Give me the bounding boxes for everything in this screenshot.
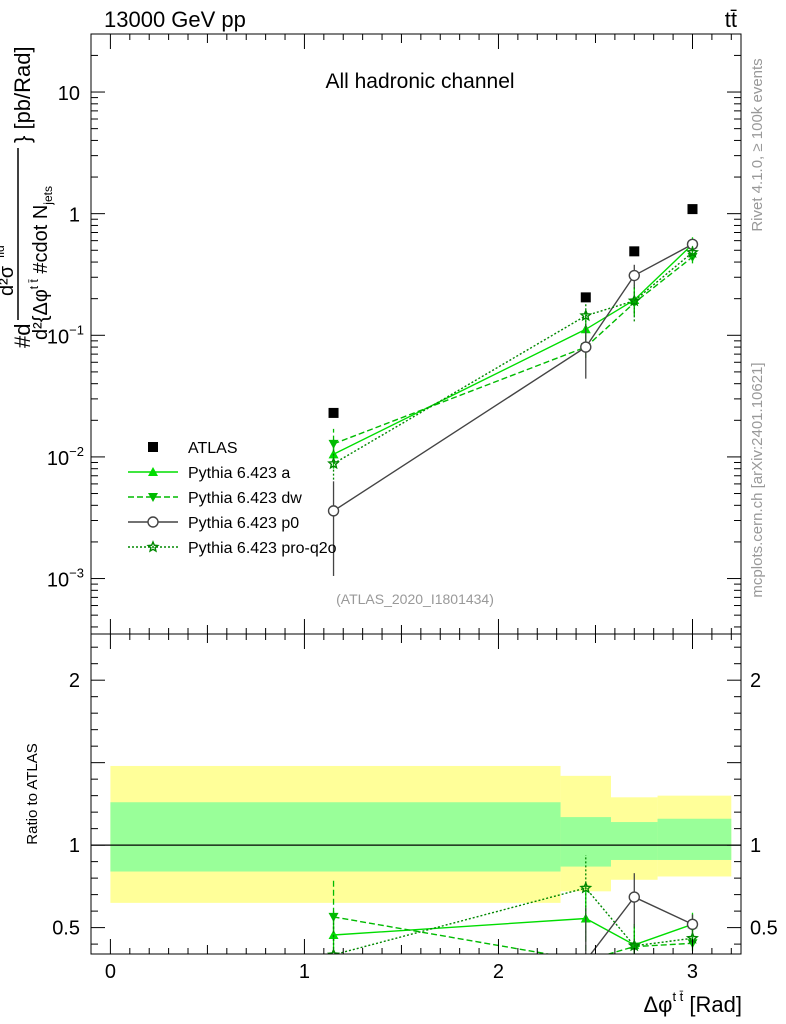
main-ytick-label: 1 — [69, 205, 80, 227]
ratio-ylabel: Ratio to ATLAS — [24, 743, 41, 844]
legend-entry-p0: Pythia 6.423 p0 — [128, 515, 299, 532]
ratio-point-p0 — [581, 956, 591, 966]
point-pro_q2o — [327, 456, 340, 470]
ratio-point-pro_q2o — [579, 881, 593, 894]
xtick-label: 0 — [105, 961, 116, 983]
ratio-band-inner — [611, 822, 658, 860]
process-label: tt̄ — [725, 7, 737, 32]
ratio-xlabel: Δφt t̄ [Rad] — [643, 989, 742, 1017]
main-ytick-label: 10−2 — [47, 444, 84, 470]
main-title: All hadronic channel — [325, 70, 514, 93]
ylabel-denominator-sup: t t̄ — [27, 279, 41, 290]
ratio-point-dw — [328, 912, 339, 922]
ratio-ytick-label-right: 2 — [750, 670, 761, 692]
series-line-dw — [333, 256, 693, 445]
main-panel: 10 1 10−1 10−2 10−3 All hadronic channel (AT… — [0, 33, 742, 635]
legend-label: Pythia 6.423 a — [188, 465, 290, 482]
xtick-label: 1 — [299, 961, 310, 983]
point-p0 — [628, 269, 640, 282]
ratio-band-inner — [657, 818, 732, 860]
ratio-panel: 0.5 0.5 1 1 2 2 0 1 2 3 Ratio to ATLAS Δφt t̄ [Ra… — [24, 633, 778, 1017]
main-ylabel: #d d²σ fid d²{Δφt t̄ #cdot Njets } [pb/R… — [0, 46, 55, 348]
ratio-series-p0 — [329, 873, 699, 990]
point-pro_q2o — [685, 245, 699, 258]
legend-marker — [146, 540, 160, 553]
ratio-band-inner — [110, 802, 561, 872]
legend-marker — [148, 467, 158, 476]
ratio-ytick-label-left: 2 — [69, 670, 80, 692]
legend-marker — [147, 516, 159, 528]
ratio-point-dw — [581, 957, 591, 966]
point-p0 — [327, 505, 340, 517]
ratio-line-a — [333, 917, 693, 946]
ratio-frame — [90, 633, 742, 955]
legend: ATLAS Pythia 6.423 a Pythia 6.423 dw Pythia… — [128, 440, 337, 557]
point-p0 — [580, 341, 592, 353]
legend-marker — [148, 493, 158, 502]
ratio-point-a — [328, 930, 339, 940]
series-line-p0 — [333, 243, 693, 512]
main-ytick-label: 10−1 — [47, 322, 84, 348]
point-dw — [328, 439, 339, 449]
legend-entry-atlas: ATLAS — [148, 440, 238, 457]
ratio-series-pro_q2o — [327, 855, 699, 954]
energy-label: 13000 GeV pp — [104, 7, 246, 32]
series-pro_q2o — [327, 245, 699, 480]
series-line-pro_q2o — [333, 251, 693, 465]
ratio-line-pro_q2o — [333, 887, 693, 954]
svg-text:d²{Δφt t̄ #cdot Njets: d²{Δφt t̄ #cdot Njets — [27, 186, 55, 340]
legend-label: Pythia 6.423 pro-q2o — [188, 540, 337, 557]
ylabel-prefix: #d — [10, 324, 35, 348]
analysis-label: (ATLAS_2020_I1801434) — [336, 591, 494, 607]
ylabel-numerator-sup: fid — [0, 245, 7, 258]
main-ytick-label: 10 — [58, 83, 80, 105]
legend-label: Pythia 6.423 dw — [188, 490, 302, 507]
ratio-ytick-label-left: 0.5 — [52, 918, 80, 940]
ratio-ytick-label-right: 1 — [750, 835, 761, 857]
series-atlas — [328, 204, 698, 418]
point-atlas — [580, 292, 591, 303]
point-atlas — [687, 204, 698, 215]
ylabel-suffix: } [pb/Rad] — [10, 46, 35, 143]
site-label: mcplots.cern.ch [arXiv:2401.10621] — [749, 362, 766, 597]
ratio-line-p0 — [589, 896, 693, 954]
series-p0 — [327, 238, 699, 576]
legend-marker — [148, 442, 158, 452]
point-p0 — [686, 238, 699, 250]
ylabel-denominator-rest: #cdot N — [30, 205, 52, 279]
ylabel-denominator: d²{Δφ — [30, 289, 52, 340]
ylabel-numerator: d²σ — [0, 265, 18, 296]
ratio-point-pro_q2o — [327, 947, 341, 954]
ylabel-denominator-sub: jets — [41, 186, 55, 206]
xtick-label: 2 — [493, 961, 504, 983]
ratio-ytick-label-right: 0.5 — [750, 918, 778, 940]
legend-entry-dw: Pythia 6.423 dw — [128, 490, 302, 507]
xtick-label: 3 — [687, 961, 698, 983]
ratio-point-p0 — [329, 980, 339, 990]
series-dw — [328, 250, 698, 460]
legend-entry-pro_q2o: Pythia 6.423 pro-q2o — [128, 540, 337, 557]
series-line-a — [333, 243, 693, 455]
point-pro_q2o — [579, 308, 593, 322]
legend-label: ATLAS — [188, 440, 238, 457]
legend-entry-a: Pythia 6.423 a — [128, 465, 290, 482]
ratio-point-p0 — [686, 918, 699, 931]
legend-label: Pythia 6.423 p0 — [188, 515, 299, 532]
main-ytick-label: 10−3 — [47, 566, 84, 592]
point-atlas — [629, 246, 640, 257]
rivet-label: Rivet 4.1.0, ≥ 100k events — [749, 58, 766, 231]
point-pro_q2o — [627, 293, 641, 307]
point-atlas — [328, 407, 339, 418]
ratio-ytick-label-left: 1 — [69, 835, 80, 857]
ratio-point-p0 — [628, 891, 640, 903]
